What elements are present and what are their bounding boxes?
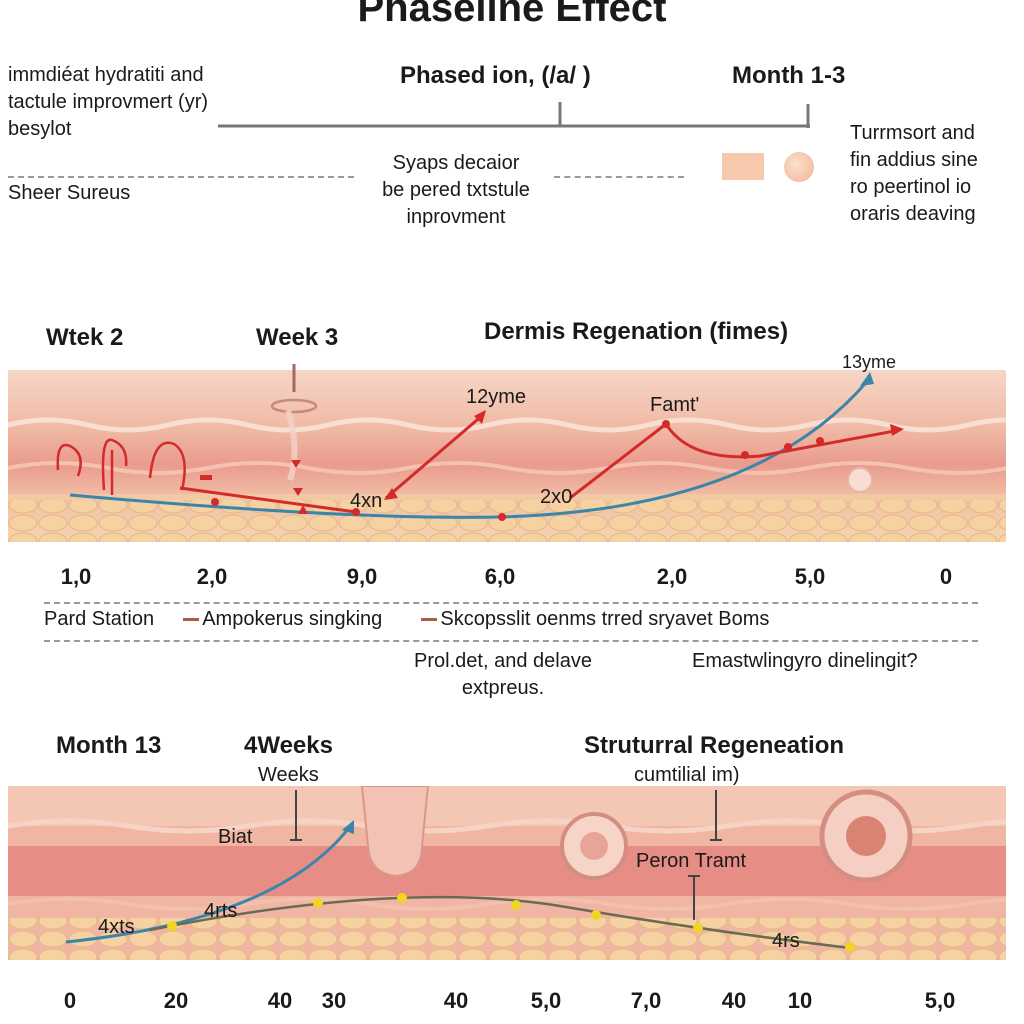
axis-tick: 5,0 — [530, 988, 562, 1013]
arrow-head — [474, 410, 486, 424]
axis-tick: 20 — [163, 988, 189, 1013]
axis-tick: 40 — [267, 988, 293, 1013]
divider — [554, 176, 684, 178]
divider — [44, 640, 978, 642]
page-title: Phaseline Effect — [357, 0, 667, 30]
axis-tick: 10 — [787, 988, 813, 1013]
center-note: Syaps decaior be pered txtstule inprovme… — [356, 150, 556, 231]
axis-tick: 7,0 — [630, 988, 662, 1013]
label-12yme: 12yme — [466, 386, 527, 408]
right-note-line: ro peertinol io — [850, 176, 972, 198]
legend-item-2: Ampokerus singking — [202, 608, 383, 630]
legend-swatch — [183, 618, 200, 622]
right-note-line: Turrmsort and — [850, 122, 975, 144]
center-note-line: Syaps decaior — [392, 152, 520, 174]
week2-label: Wtek 2 — [46, 324, 124, 351]
label-4rts: 4rts — [204, 900, 238, 922]
intro-line-1: immdiéat hydratiti and — [8, 64, 204, 86]
legend: Pard Station Ampokerus singking Skcopssl… — [44, 606, 769, 633]
label-4rs: 4rs — [772, 930, 800, 952]
phase-label: Phased ion, (/a/ ) — [400, 62, 591, 89]
olive-trend-line — [149, 895, 851, 950]
label-4xn: 4xn — [350, 490, 383, 512]
cycle-arrow — [101, 438, 128, 491]
sheer-label: Sheer Sureus — [8, 182, 131, 204]
intro-line-2: tactule improvmert (yr) — [8, 91, 209, 113]
axis-tick: 40 — [721, 988, 747, 1013]
arrow-head — [890, 424, 904, 436]
axis-tick: 2,0 — [656, 564, 688, 589]
divider — [8, 176, 354, 178]
month-label: Month 1-3 — [732, 62, 846, 89]
weeks4-label: 4Weeks — [244, 732, 333, 759]
axis-tick: 2,0 — [196, 564, 228, 589]
intro-line-3: besylot — [8, 118, 72, 140]
axis-tick: 5,0 — [924, 988, 956, 1013]
right-note-line: oraris deaving — [850, 203, 976, 225]
blue-trend-line — [65, 823, 354, 944]
divider — [44, 602, 978, 604]
label-famt: Famt' — [650, 394, 700, 416]
axis-tick: 5,0 — [794, 564, 826, 589]
note-line: Prol.det, and delave — [414, 650, 592, 672]
intro-text: immdiéat hydratiti and tactule improvmer… — [8, 62, 208, 143]
axis-tick: 0 — [939, 564, 953, 589]
axis-tick: 9,0 — [346, 564, 378, 589]
panel2-heading: Struturral Regeneation — [584, 732, 845, 759]
legend-swatch — [421, 618, 438, 622]
structural-cross-section — [8, 786, 1006, 960]
week3-label: Week 3 — [256, 324, 339, 351]
biat-label: Biat — [218, 826, 253, 848]
arrow-head — [342, 820, 354, 834]
arrow-head — [860, 372, 874, 386]
axis-tick: 6,0 — [484, 564, 516, 589]
legend-note-right: Emastwlingyro dinelingit? — [692, 650, 918, 672]
label-13yme: 13yme — [842, 352, 897, 372]
cycle-arrow — [148, 441, 186, 491]
label-4xts: 4xts — [98, 916, 135, 938]
center-note-line: inprovment — [406, 206, 506, 228]
axis-tick: 40 — [443, 988, 469, 1013]
legend-item-1: Pard Station — [44, 608, 155, 630]
cycle-arrow — [56, 443, 82, 477]
month13-label: Month 13 — [56, 732, 162, 759]
phase-bracket — [218, 102, 810, 128]
right-note-line: fin addius sine — [850, 149, 978, 171]
red-trend-line — [179, 486, 357, 514]
legend-note-center: Prol.det, and delave extpreus. — [378, 648, 628, 702]
weeks-label: Weeks — [258, 764, 319, 786]
note-line: extpreus. — [461, 677, 545, 699]
red-trend-line — [385, 412, 485, 500]
label-2x0: 2x0 — [540, 486, 573, 508]
peron-label: Peron Tramt — [636, 850, 747, 872]
panel1-heading: Dermis Regenation (fimes) — [484, 318, 789, 345]
arrow-head — [384, 488, 398, 500]
red-trend-line — [569, 421, 901, 500]
swatch-square — [722, 153, 764, 180]
dermis-cross-section — [8, 370, 1006, 542]
axis-tick: 0 — [63, 988, 77, 1013]
panel2-curves — [65, 790, 855, 952]
legend-item-3: Skcopsslit oenms trred sryavet Boms — [440, 608, 770, 630]
center-note-line: be pered txtstule — [382, 179, 530, 201]
panel2-subheading: cumtilial im) — [634, 764, 740, 786]
right-note: Turrmsort and fin addius sine ro peertin… — [850, 120, 978, 228]
swatch-circle — [784, 152, 814, 182]
axis-tick: 30 — [321, 988, 347, 1013]
panel1-curves — [56, 364, 904, 521]
axis-tick: 1,0 — [60, 564, 92, 589]
